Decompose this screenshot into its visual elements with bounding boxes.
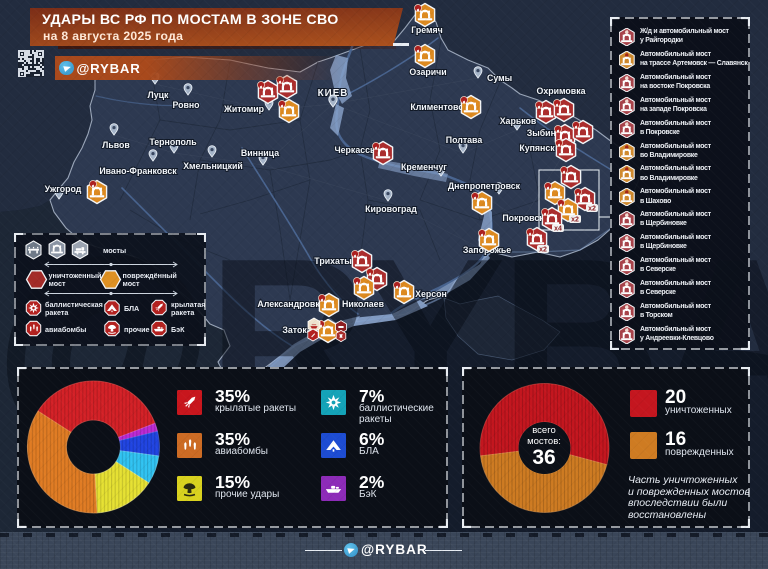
svg-text:Винница: Винница xyxy=(241,148,279,158)
svg-text:Ровно: Ровно xyxy=(172,100,200,110)
svg-text:Озаричи: Озаричи xyxy=(409,67,446,77)
svg-text:Луцк: Луцк xyxy=(148,90,169,100)
svg-text:Затока: Затока xyxy=(282,325,311,335)
svg-text:Купянск: Купянск xyxy=(519,143,555,153)
svg-text:Ивано-Франковск: Ивано-Франковск xyxy=(99,166,177,176)
svg-text:КИЕВ: КИЕВ xyxy=(318,88,349,99)
svg-text:Александровка: Александровка xyxy=(257,299,324,309)
svg-text:Зыбино: Зыбино xyxy=(527,128,562,138)
svg-text:Николаев: Николаев xyxy=(342,299,385,309)
svg-text:x2: x2 xyxy=(588,206,596,213)
svg-text:x4: x4 xyxy=(554,226,562,233)
svg-text:Полтава: Полтава xyxy=(446,135,483,145)
svg-text:Днепропетровск: Днепропетровск xyxy=(448,181,521,191)
svg-text:Хмельницкий: Хмельницкий xyxy=(183,161,243,171)
svg-text:Херсон: Херсон xyxy=(415,289,447,299)
svg-text:Покровск: Покровск xyxy=(502,213,544,223)
svg-text:Житомир: Житомир xyxy=(223,104,265,114)
svg-text:Кременчуг: Кременчуг xyxy=(401,162,447,172)
svg-text:Львов: Львов xyxy=(102,140,130,150)
svg-text:x2: x2 xyxy=(539,247,547,254)
svg-text:Ужгород: Ужгород xyxy=(45,184,82,194)
svg-text:Трихаты: Трихаты xyxy=(314,256,351,266)
svg-text:Тернополь: Тернополь xyxy=(149,137,197,147)
svg-text:Черкассы: Черкассы xyxy=(334,145,377,155)
svg-text:Сумы: Сумы xyxy=(487,73,512,83)
svg-text:Кировоград: Кировоград xyxy=(365,204,417,214)
svg-text:Охримовка: Охримовка xyxy=(537,86,586,96)
svg-text:Климентово: Климентово xyxy=(410,102,464,112)
svg-text:Гремяч: Гремяч xyxy=(411,25,443,35)
svg-text:x2: x2 xyxy=(571,217,579,224)
svg-text:Харьков: Харьков xyxy=(500,116,537,126)
